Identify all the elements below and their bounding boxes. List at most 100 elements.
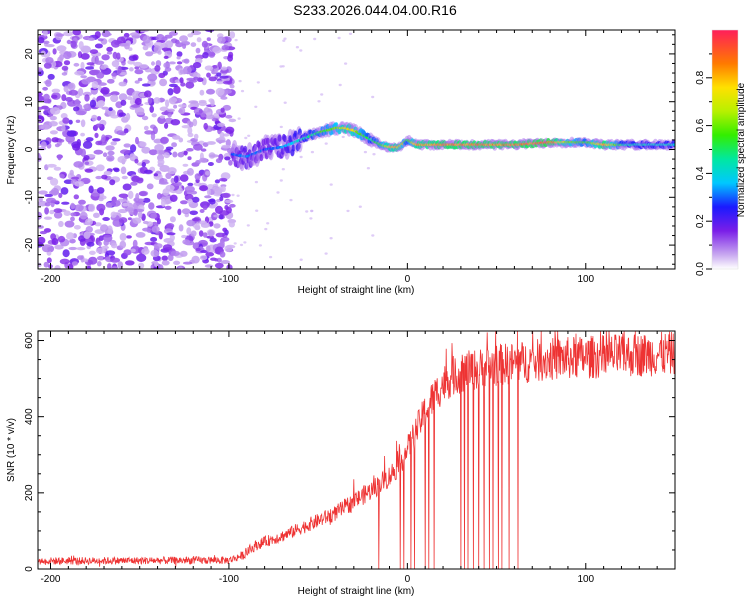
noise-blob bbox=[73, 161, 84, 168]
noise-blob bbox=[236, 194, 240, 197]
noise-blob bbox=[344, 62, 348, 65]
noise-blob bbox=[132, 239, 138, 248]
noise-blob bbox=[88, 203, 96, 212]
noise-blob bbox=[202, 232, 208, 238]
noise-blob bbox=[173, 85, 181, 94]
noise-blob bbox=[126, 96, 133, 101]
noise-blob bbox=[206, 88, 215, 95]
noise-blob bbox=[122, 202, 130, 207]
noise-blob bbox=[179, 174, 189, 182]
y-tick-label: 10 bbox=[24, 96, 35, 108]
noise-blob bbox=[156, 192, 162, 200]
noise-blob bbox=[71, 141, 81, 149]
noise-blob bbox=[118, 93, 128, 101]
noise-blob bbox=[171, 142, 178, 148]
x-tick-label: -100 bbox=[219, 574, 239, 585]
noise-blob bbox=[84, 94, 90, 102]
noise-blob bbox=[53, 208, 63, 213]
noise-blob bbox=[141, 83, 151, 87]
x-tick-label: 0 bbox=[405, 274, 411, 285]
noise-blob bbox=[130, 181, 138, 186]
noise-blob bbox=[150, 249, 160, 258]
noise-blob bbox=[98, 100, 105, 107]
noise-blob bbox=[108, 107, 113, 112]
noise-blob bbox=[85, 218, 93, 226]
noise-blob bbox=[111, 60, 120, 68]
noise-blob bbox=[106, 51, 113, 55]
noise-blob bbox=[78, 88, 84, 96]
noise-blob bbox=[173, 260, 181, 265]
colorbar-ticks: 0.0 0.2 0.4 0.6 0.8 bbox=[695, 53, 712, 276]
noise-blob bbox=[127, 217, 132, 221]
noise-blob bbox=[141, 115, 149, 121]
noise-blob bbox=[62, 249, 70, 258]
noise-blob bbox=[165, 223, 175, 229]
noise-blob bbox=[59, 174, 65, 179]
noise-blob bbox=[220, 96, 228, 100]
noise-blob bbox=[254, 180, 258, 184]
noise-blob bbox=[95, 164, 105, 172]
noise-blob bbox=[177, 208, 182, 216]
signal-band bbox=[259, 154, 264, 162]
noise-blob bbox=[64, 220, 75, 228]
noise-blob bbox=[177, 151, 185, 158]
noise-blob bbox=[163, 62, 171, 69]
noise-blob bbox=[168, 83, 178, 88]
noise-blob bbox=[215, 232, 225, 238]
noise-blob bbox=[69, 169, 74, 176]
noise-blob bbox=[41, 244, 52, 248]
noise-blob bbox=[50, 107, 61, 115]
noise-blob bbox=[150, 213, 158, 219]
noise-blob bbox=[168, 61, 176, 65]
noise-blob bbox=[213, 223, 221, 229]
noise-blob bbox=[129, 32, 140, 37]
noise-blob bbox=[348, 32, 353, 35]
noise-blob bbox=[38, 200, 48, 207]
noise-blob bbox=[153, 97, 161, 104]
noise-blob bbox=[154, 144, 165, 152]
noise-blob bbox=[38, 196, 43, 203]
noise-blob bbox=[207, 162, 214, 166]
noise-blob bbox=[66, 232, 75, 240]
noise-blob bbox=[58, 192, 63, 199]
noise-blob bbox=[151, 225, 160, 233]
noise-blob bbox=[200, 201, 210, 209]
noise-blob bbox=[124, 42, 130, 50]
noise-blob bbox=[203, 122, 208, 130]
noise-blob bbox=[371, 95, 375, 99]
noise-blob bbox=[80, 75, 88, 79]
noise-blob bbox=[78, 41, 84, 50]
noise-blob bbox=[149, 149, 158, 156]
noise-blob bbox=[229, 84, 235, 89]
noise-blob bbox=[222, 80, 233, 85]
noise-blob bbox=[256, 81, 260, 84]
noise-blob bbox=[179, 35, 189, 43]
noise-blob bbox=[225, 114, 233, 119]
noise-blob bbox=[181, 208, 191, 215]
snr-axes: -200 -100 0 100 0 200 400 600 bbox=[24, 331, 676, 585]
noise-blob bbox=[126, 235, 132, 239]
noise-blob bbox=[86, 265, 92, 269]
noise-blob bbox=[198, 101, 208, 107]
noise-blob bbox=[43, 261, 49, 268]
noise-blob bbox=[215, 80, 225, 85]
noise-blob bbox=[192, 118, 198, 127]
x-tick-label: -100 bbox=[219, 274, 239, 285]
noise-blob bbox=[102, 152, 108, 157]
noise-blob bbox=[158, 181, 169, 185]
noise-blob bbox=[68, 89, 78, 96]
noise-blob bbox=[166, 108, 175, 113]
noise-blob bbox=[214, 187, 223, 195]
noise-blob bbox=[134, 80, 140, 84]
noise-blob bbox=[161, 111, 170, 116]
noise-blob bbox=[199, 255, 208, 261]
noise-blob bbox=[186, 148, 194, 152]
noise-blob bbox=[96, 203, 106, 212]
noise-blob bbox=[170, 250, 180, 256]
noise-blob bbox=[43, 40, 50, 45]
noise-blob bbox=[156, 218, 161, 225]
noise-blob bbox=[44, 202, 51, 207]
colorbar-label: Normalized spectral amplitude bbox=[736, 82, 747, 217]
noise-blob bbox=[83, 231, 91, 239]
noise-blob bbox=[221, 192, 231, 198]
